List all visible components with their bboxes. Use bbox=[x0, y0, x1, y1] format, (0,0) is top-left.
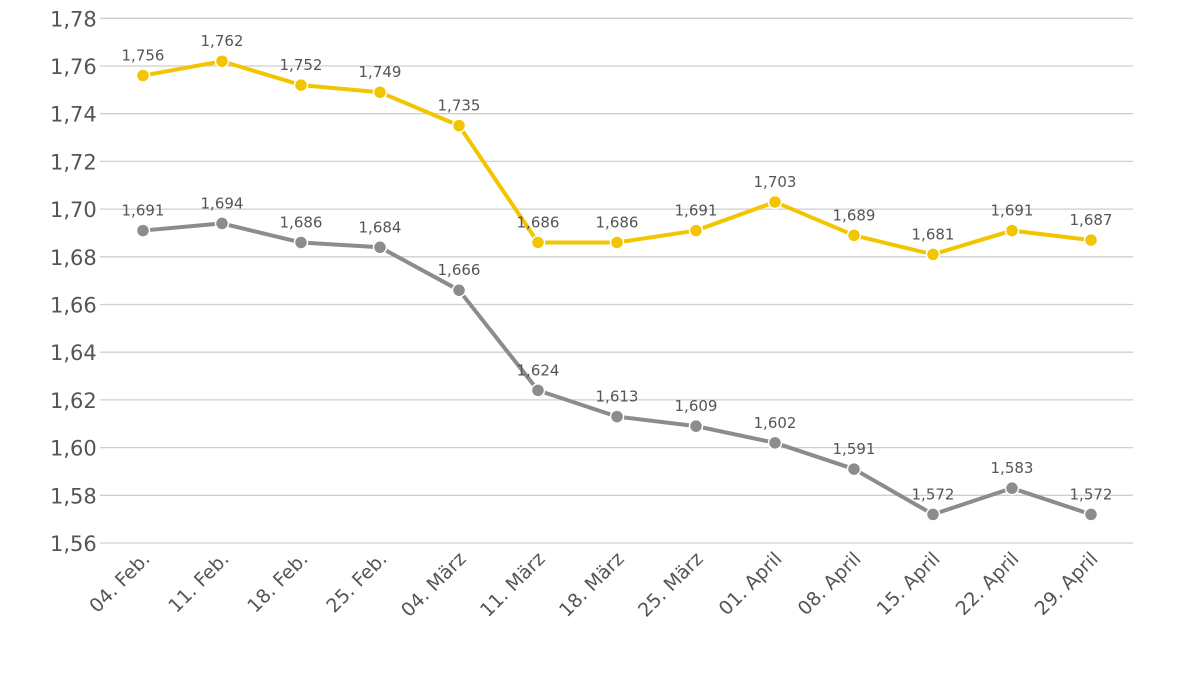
y-tick-label: 1,72 bbox=[50, 150, 97, 174]
data-point-gray bbox=[293, 235, 309, 250]
data-point-yellow bbox=[925, 247, 941, 262]
data-label-gray: 1,583 bbox=[991, 459, 1034, 477]
y-tick-label: 1,62 bbox=[50, 389, 97, 413]
data-label-gray: 1,613 bbox=[596, 388, 639, 406]
data-label-yellow: 1,749 bbox=[359, 63, 402, 81]
x-tick-label: 01. April bbox=[715, 548, 787, 620]
data-point-yellow bbox=[688, 223, 704, 238]
x-tick-label: 29. April bbox=[1031, 548, 1103, 620]
data-label-yellow: 1,686 bbox=[517, 213, 560, 231]
data-label-yellow: 1,686 bbox=[596, 213, 639, 231]
x-tick-label: 08. April bbox=[794, 548, 866, 620]
data-point-gray bbox=[925, 507, 941, 522]
y-tick-label: 1,74 bbox=[50, 103, 97, 127]
data-point-gray bbox=[767, 435, 783, 451]
data-point-yellow bbox=[609, 235, 625, 250]
x-tick-label: 04. März bbox=[397, 548, 471, 622]
data-label-gray: 1,666 bbox=[438, 261, 481, 279]
data-point-gray bbox=[609, 409, 625, 424]
data-point-yellow bbox=[846, 228, 862, 243]
grid-lines bbox=[100, 17, 1133, 544]
x-axis-ticks: 04. Feb. 11. Feb. 18. Feb. 25. Feb. 04. März… bbox=[85, 548, 1102, 622]
data-label-gray: 1,694 bbox=[201, 194, 244, 212]
data-point-gray bbox=[135, 223, 151, 238]
data-point-yellow bbox=[372, 84, 388, 100]
data-label-yellow: 1,687 bbox=[1070, 211, 1113, 229]
y-tick-label: 1,76 bbox=[50, 55, 97, 79]
x-tick-label: 18. März bbox=[555, 548, 629, 622]
data-point-gray bbox=[846, 461, 862, 477]
x-tick-label: 11. März bbox=[476, 548, 550, 622]
data-labels: 1,756 1,762 1,752 1,749 1,735 1,686 1,686 1,691… bbox=[122, 32, 1113, 503]
data-label-gray: 1,591 bbox=[833, 440, 876, 458]
y-tick-label: 1,68 bbox=[50, 246, 97, 270]
data-point-gray bbox=[214, 216, 230, 231]
x-tick-label: 04. Feb. bbox=[85, 548, 154, 617]
data-label-gray: 1,572 bbox=[912, 485, 955, 503]
y-tick-label: 1,70 bbox=[50, 198, 97, 222]
y-tick-label: 1,66 bbox=[50, 294, 97, 318]
data-point-gray bbox=[530, 383, 546, 398]
data-label-yellow: 1,752 bbox=[280, 56, 323, 74]
data-point-yellow bbox=[1083, 232, 1099, 248]
data-point-yellow bbox=[767, 194, 783, 210]
data-label-yellow: 1,691 bbox=[675, 202, 718, 220]
data-point-yellow bbox=[1004, 223, 1020, 238]
series bbox=[135, 53, 1099, 522]
data-point-gray bbox=[688, 418, 704, 434]
data-label-gray: 1,684 bbox=[359, 218, 402, 236]
data-label-yellow: 1,735 bbox=[438, 97, 481, 115]
data-label-gray: 1,602 bbox=[754, 414, 797, 432]
data-label-gray: 1,691 bbox=[122, 202, 165, 220]
data-point-yellow bbox=[214, 53, 230, 69]
y-tick-label: 1,56 bbox=[50, 532, 97, 556]
x-tick-label: 18. Feb. bbox=[243, 548, 312, 617]
x-tick-label: 25. Feb. bbox=[322, 548, 391, 617]
data-point-gray bbox=[451, 282, 467, 298]
data-label-gray: 1,686 bbox=[280, 213, 323, 231]
data-point-yellow bbox=[530, 235, 546, 250]
x-tick-label: 15. April bbox=[873, 548, 945, 620]
x-tick-label: 11. Feb. bbox=[164, 548, 233, 617]
data-label-yellow: 1,762 bbox=[201, 32, 244, 50]
data-point-yellow bbox=[451, 118, 467, 133]
data-label-yellow: 1,689 bbox=[833, 206, 876, 224]
data-point-yellow bbox=[293, 77, 309, 93]
x-tick-label: 22. April bbox=[952, 548, 1024, 620]
y-axis-ticks: 1,56 1,58 1,60 1,62 1,64 1,66 1,68 1,70 1,72 1,74… bbox=[50, 7, 97, 556]
data-label-yellow: 1,756 bbox=[122, 47, 165, 65]
data-label-gray: 1,572 bbox=[1070, 485, 1113, 503]
x-tick-label: 25. März bbox=[634, 548, 708, 622]
data-label-yellow: 1,691 bbox=[991, 202, 1034, 220]
y-tick-label: 1,60 bbox=[50, 437, 97, 461]
y-tick-label: 1,58 bbox=[50, 484, 97, 508]
data-label-gray: 1,609 bbox=[675, 397, 718, 415]
data-point-yellow bbox=[135, 68, 151, 83]
series-line-gray bbox=[141, 221, 1093, 517]
data-point-gray bbox=[372, 240, 388, 255]
data-point-gray bbox=[1083, 507, 1099, 522]
data-label-yellow: 1,681 bbox=[912, 225, 955, 243]
data-label-yellow: 1,703 bbox=[754, 173, 797, 191]
y-tick-label: 1,64 bbox=[50, 341, 97, 365]
y-tick-label: 1,78 bbox=[50, 7, 97, 31]
data-point-gray bbox=[1004, 480, 1020, 496]
data-label-gray: 1,624 bbox=[517, 361, 560, 379]
